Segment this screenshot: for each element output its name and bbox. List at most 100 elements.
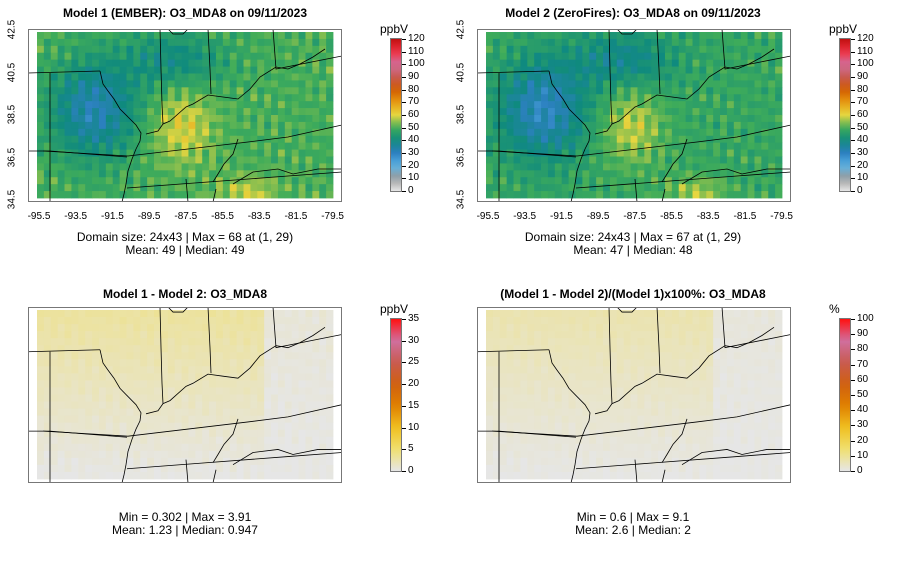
grid-cell bbox=[616, 170, 625, 178]
grid-cell bbox=[50, 135, 59, 144]
grid-cell bbox=[644, 149, 652, 157]
grid-cell bbox=[298, 429, 306, 438]
grid-cell bbox=[271, 380, 279, 388]
grid-cell bbox=[761, 80, 769, 88]
grid-cell bbox=[160, 415, 169, 424]
grid-cell bbox=[582, 177, 590, 185]
grid-cell bbox=[630, 401, 638, 409]
grid-cell bbox=[50, 443, 59, 452]
grid-cell bbox=[209, 415, 217, 424]
grid-cell bbox=[506, 38, 514, 47]
grid-cell bbox=[609, 59, 618, 67]
grid-cell bbox=[85, 66, 93, 74]
grid-cell bbox=[747, 422, 755, 431]
grid-cell bbox=[486, 408, 494, 417]
grid-cell bbox=[105, 87, 114, 95]
grid-cell bbox=[78, 422, 86, 431]
grid-cell bbox=[768, 128, 776, 137]
grid-cell bbox=[147, 156, 155, 164]
grid-cell bbox=[596, 52, 604, 61]
grid-cell bbox=[277, 429, 286, 438]
grid-cell bbox=[98, 115, 107, 123]
grid-cell bbox=[692, 345, 700, 353]
grid-cell bbox=[119, 408, 127, 417]
grid-cell bbox=[754, 191, 762, 199]
grid-cell bbox=[644, 191, 652, 199]
grid-cell bbox=[181, 373, 189, 381]
grid-cell bbox=[541, 338, 549, 346]
grid-cell bbox=[761, 87, 769, 95]
state-boundary bbox=[681, 449, 791, 466]
grid-cell bbox=[651, 115, 659, 123]
grid-cell bbox=[575, 366, 583, 374]
grid-cell bbox=[534, 359, 542, 367]
grid-cell bbox=[761, 457, 769, 466]
grid-cell bbox=[181, 108, 189, 116]
colorbar-tick-label: 40 bbox=[850, 134, 869, 146]
grid-cell bbox=[768, 436, 776, 445]
grid-cell bbox=[284, 408, 293, 417]
grid-cell bbox=[284, 163, 293, 171]
state-boundary bbox=[126, 452, 342, 470]
grid-cell bbox=[243, 52, 251, 61]
lon-tick-label: -93.5 bbox=[513, 211, 537, 222]
grid-cell bbox=[222, 317, 231, 325]
grid-cell bbox=[43, 38, 52, 47]
grid-cell bbox=[589, 66, 597, 74]
grid-cell bbox=[699, 101, 707, 109]
grid-cell bbox=[154, 317, 162, 325]
grid-cell bbox=[623, 331, 631, 339]
grid-cell bbox=[250, 464, 258, 473]
grid-cell bbox=[685, 149, 693, 157]
grid-cell bbox=[147, 373, 155, 381]
grid-cell bbox=[492, 191, 501, 199]
grid-cell bbox=[271, 408, 279, 417]
grid-cell bbox=[57, 184, 65, 192]
grid-cell bbox=[671, 331, 680, 339]
grid-cell bbox=[623, 457, 631, 466]
grid-cell bbox=[174, 331, 182, 339]
grid-cell bbox=[229, 32, 238, 40]
grid-cell bbox=[215, 142, 224, 150]
grid-cell bbox=[671, 324, 680, 332]
grid-cell bbox=[222, 415, 231, 424]
grid-cell bbox=[140, 317, 148, 325]
grid-cell bbox=[250, 66, 258, 74]
grid-cell bbox=[64, 450, 72, 459]
grid-cell bbox=[699, 345, 707, 353]
grid-cell bbox=[126, 121, 134, 130]
grid-cell bbox=[140, 115, 148, 123]
grid-cell bbox=[326, 387, 334, 395]
grid-cell bbox=[222, 80, 231, 88]
grid-cell bbox=[699, 32, 707, 40]
grid-cell bbox=[264, 142, 272, 150]
grid-cell bbox=[603, 156, 611, 164]
state-boundary bbox=[185, 459, 189, 483]
grid-cell bbox=[140, 443, 148, 452]
grid-cell bbox=[492, 38, 501, 47]
stats-line-2: Mean: 1.23 | Median: 0.947 bbox=[112, 523, 258, 537]
grid-cell bbox=[229, 142, 238, 150]
grid-cell bbox=[713, 191, 721, 199]
grid-cell bbox=[706, 401, 714, 409]
grid-cell bbox=[64, 429, 72, 438]
grid-cell bbox=[188, 415, 196, 424]
grid-cell bbox=[319, 108, 327, 116]
grid-cell bbox=[513, 170, 521, 178]
grid-cell bbox=[575, 415, 583, 424]
grid-cell bbox=[678, 380, 687, 388]
grid-cell bbox=[754, 73, 762, 81]
grid-cell bbox=[188, 163, 196, 171]
grid-cell bbox=[98, 66, 107, 74]
grid-cell bbox=[609, 394, 618, 402]
grid-cell bbox=[188, 359, 196, 367]
grid-cell bbox=[37, 394, 45, 402]
grid-cell bbox=[181, 121, 189, 130]
grid-cell bbox=[174, 191, 182, 199]
grid-cell bbox=[92, 310, 100, 318]
grid-cell bbox=[596, 450, 604, 459]
grid-cell bbox=[568, 115, 576, 123]
grid-cell bbox=[312, 59, 320, 67]
grid-cell bbox=[271, 156, 279, 164]
grid-cell bbox=[568, 142, 576, 150]
